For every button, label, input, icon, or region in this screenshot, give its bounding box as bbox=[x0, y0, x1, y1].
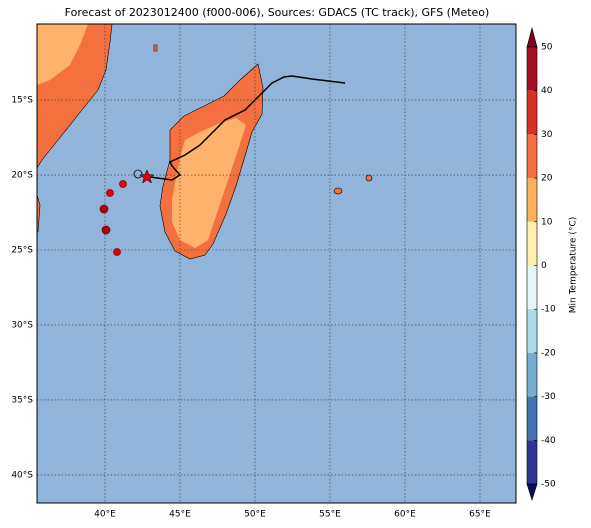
lat-tick-label: 20°S bbox=[11, 171, 33, 181]
colorbar-band bbox=[527, 178, 537, 222]
colorbar-tick-label: -20 bbox=[541, 348, 556, 358]
current-position-star bbox=[139, 169, 155, 184]
colorbar-tick-label: 50 bbox=[541, 43, 553, 53]
colorbar-tick-label: -40 bbox=[541, 436, 556, 446]
lon-tick-label: 50°E bbox=[244, 510, 266, 520]
colorbar-tick-label: -30 bbox=[541, 392, 556, 402]
colorbar-band bbox=[527, 265, 537, 310]
colorbar-label: Min Temperature (°C) bbox=[569, 217, 579, 314]
lon-tick-label: 60°E bbox=[394, 510, 416, 520]
island bbox=[153, 44, 158, 52]
colorbar-tick-label: 10 bbox=[541, 217, 553, 227]
colorbar-band bbox=[527, 396, 537, 441]
colorbar-extend-bottom bbox=[526, 483, 538, 502]
lon-tick-label: 65°E bbox=[469, 510, 491, 520]
ocean bbox=[37, 24, 516, 503]
africa-warm bbox=[37, 24, 88, 85]
cyclone-symbol bbox=[113, 248, 121, 256]
lat-tick-label: 15°S bbox=[11, 96, 33, 106]
title: Forecast of 2023012400 (f000-006), Sourc… bbox=[65, 6, 490, 19]
colorbar-tick-label: 20 bbox=[541, 174, 553, 184]
mauritius bbox=[365, 174, 373, 182]
map-frame bbox=[36, 23, 517, 504]
colorbar-band bbox=[527, 352, 537, 397]
lat-tick-label: 25°S bbox=[11, 246, 33, 256]
lat-tick-label: 35°S bbox=[11, 395, 33, 405]
cyclone-symbol bbox=[133, 169, 143, 179]
lon-tick-label: 45°E bbox=[169, 510, 191, 520]
colorbar-band bbox=[527, 90, 537, 135]
cyclone-track bbox=[149, 75, 346, 181]
reunion bbox=[333, 187, 343, 195]
lat-tick-label: 40°S bbox=[11, 470, 33, 480]
colorbar-tick-label: -50 bbox=[541, 480, 556, 490]
colorbar: 50 40 30 20 10 0 -10 -20 -30 -40 -50 bbox=[526, 26, 556, 502]
colorbar-band bbox=[527, 221, 537, 266]
map bbox=[36, 23, 517, 504]
cyclone-symbol bbox=[106, 189, 114, 197]
lat-tick-label: 30°S bbox=[11, 320, 33, 330]
cyclone-symbol bbox=[119, 180, 127, 188]
colorbar-band bbox=[527, 440, 537, 484]
colorbar-tick-label: 0 bbox=[541, 261, 547, 271]
colorbar-band bbox=[527, 309, 537, 353]
colorbar-band bbox=[527, 134, 537, 179]
cyclone-symbol bbox=[101, 225, 111, 235]
lon-tick-label: 40°E bbox=[94, 510, 116, 520]
colorbar-tick-label: 30 bbox=[541, 130, 553, 140]
colorbar-tick-label: 40 bbox=[541, 86, 553, 96]
colorbar-extend-top bbox=[526, 26, 538, 48]
colorbar-tick-label: -10 bbox=[541, 305, 556, 315]
lon-tick-label: 55°E bbox=[319, 510, 341, 520]
colorbar-band bbox=[527, 47, 537, 91]
cyclone-symbol bbox=[99, 204, 109, 214]
cyclone-symbols bbox=[99, 169, 143, 256]
